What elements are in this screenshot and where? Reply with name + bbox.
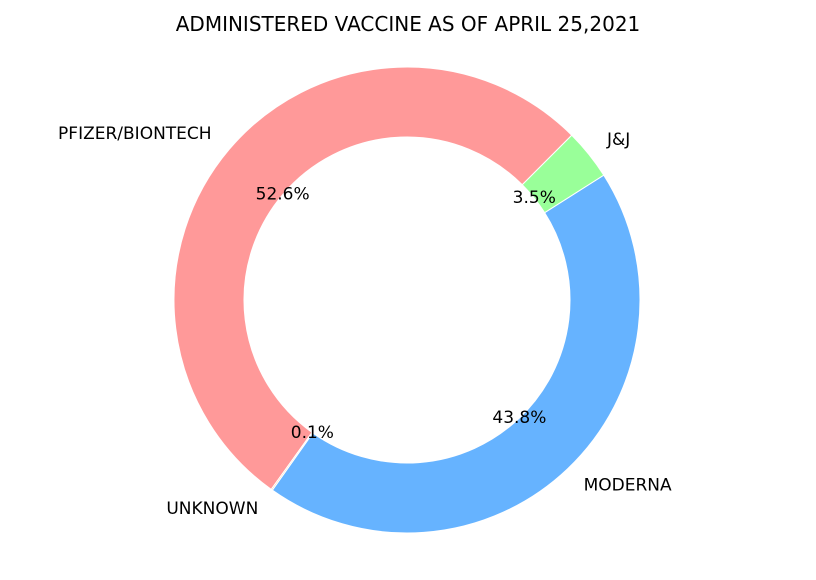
slice-pct-j-j: 3.5% [513, 188, 556, 208]
slice-pct-moderna: 43.8% [492, 408, 546, 428]
chart-title: ADMINISTERED VACCINE AS OF APRIL 25,2021 [176, 12, 641, 36]
slice-pfizer-biontech [173, 66, 573, 491]
slice-pct-pfizer-biontech: 52.6% [256, 184, 310, 204]
slice-label-moderna: MODERNA [584, 476, 672, 496]
slice-label-pfizer-biontech: PFIZER/BIONTECH [58, 124, 212, 144]
labels-group: PFIZER/BIONTECH 52.6% UNKNOWN 0.1% MODERNA 43… [58, 124, 672, 519]
slice-pct-unknown: 0.1% [291, 423, 334, 443]
slices-group [173, 66, 641, 534]
slice-label-unknown: UNKNOWN [166, 499, 258, 519]
slice-j-j [521, 134, 605, 214]
slice-moderna [271, 174, 641, 534]
slice-label-j-j: J&J [606, 130, 630, 150]
